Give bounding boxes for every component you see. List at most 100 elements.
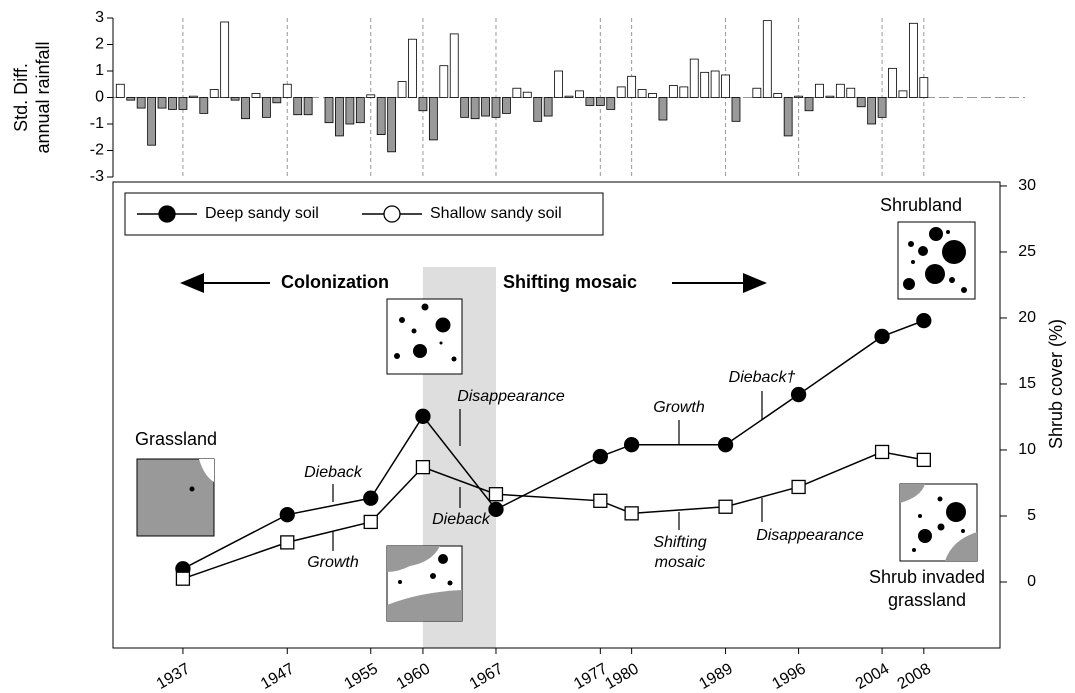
bar [836,84,844,97]
bar [774,94,782,98]
bar [356,98,364,123]
bar [252,94,260,98]
bar [795,96,803,97]
x-tick-label: 1947 [258,660,297,693]
y-tick-label: 1 [95,62,104,79]
annotation: Shrub invaded [869,567,985,587]
icon-shape [394,353,400,359]
bar [242,98,250,119]
bar [304,98,312,115]
bar [575,91,583,98]
annotation: Grassland [135,429,217,449]
bar [534,98,542,122]
marker [917,453,930,466]
bar [335,98,343,136]
icon-shape [430,573,436,579]
icon-shape [908,241,914,247]
grassland-icon [137,459,214,536]
marker [719,500,732,513]
x-tick-label: 1980 [602,660,641,693]
bar [440,66,448,98]
bar [523,92,531,97]
marker [489,488,502,501]
bar [732,98,740,122]
bar [158,98,166,109]
y-tick-label: 25 [1018,243,1036,260]
bar [179,98,187,110]
bar [909,23,917,97]
icon-shape [949,277,955,283]
marker [364,491,378,505]
annotation: Dieback† [729,369,796,386]
bar [628,76,636,97]
bar [555,71,563,98]
plot-frame [113,182,1000,648]
y-tick-label: 5 [1027,507,1036,524]
bar [680,87,688,98]
annotation: Growth [653,399,705,416]
marker [792,388,806,402]
bar [294,98,302,115]
bar [283,84,291,97]
bar [659,98,667,121]
bar [711,71,719,98]
y-tick-label: 2 [95,36,104,53]
icon-shape [398,580,402,584]
annotation: Disappearance [457,388,565,405]
y-axis-label: Std. Diff. [11,63,31,132]
marker [625,507,638,520]
icon-shape [925,264,945,284]
annotation: Disappearance [756,527,864,544]
icon-shape [938,497,943,502]
marker [876,445,889,458]
bar [607,98,615,110]
legend-label: Deep sandy soil [205,205,319,222]
chart: -3-2-10123Std. Diff.annual rainfall05101… [0,0,1075,693]
legend-marker [384,206,400,222]
legend-marker [159,206,175,222]
bar [471,98,479,119]
bar [763,21,771,98]
annotation: Dieback [432,511,491,528]
bar [868,98,876,125]
bar [847,88,855,97]
y-axis-label: Shrub cover (%) [1046,319,1066,449]
bar [784,98,792,136]
bar [419,98,427,111]
icon-shape [961,529,965,533]
icon-shape [190,487,195,492]
marker [792,480,805,493]
y-tick-label: 3 [95,9,104,26]
bar [502,98,510,114]
marker [176,572,189,585]
marker [489,502,503,516]
icon-shape [452,357,457,362]
y-tick-label: 20 [1018,309,1036,326]
y-tick-label: -3 [90,168,104,185]
icon-shape [436,318,451,333]
icon-shape [422,304,429,311]
legend-label: Shallow sandy soil [430,205,562,222]
x-tick-label: 1989 [696,660,735,693]
bar [221,22,229,98]
bar [544,98,552,117]
annotation: Dieback [304,464,363,481]
icon-shape [440,342,443,345]
icon-shape [961,287,967,293]
bar [137,98,145,109]
bar [815,84,823,97]
icon-shape [938,524,945,531]
y-axis-label: annual rainfall [33,41,53,153]
bar [262,98,270,118]
bar [148,98,156,146]
annotation: Growth [307,554,359,571]
y-tick-label: -2 [90,142,104,159]
page: {"chart_data": [ {"type": "bar", "y_labe… [0,0,1075,693]
bar [450,34,458,98]
bar [127,98,135,101]
icon-shape [918,514,922,518]
bar [565,96,573,97]
bar [649,94,657,98]
bar [753,88,761,97]
bar [920,78,928,98]
